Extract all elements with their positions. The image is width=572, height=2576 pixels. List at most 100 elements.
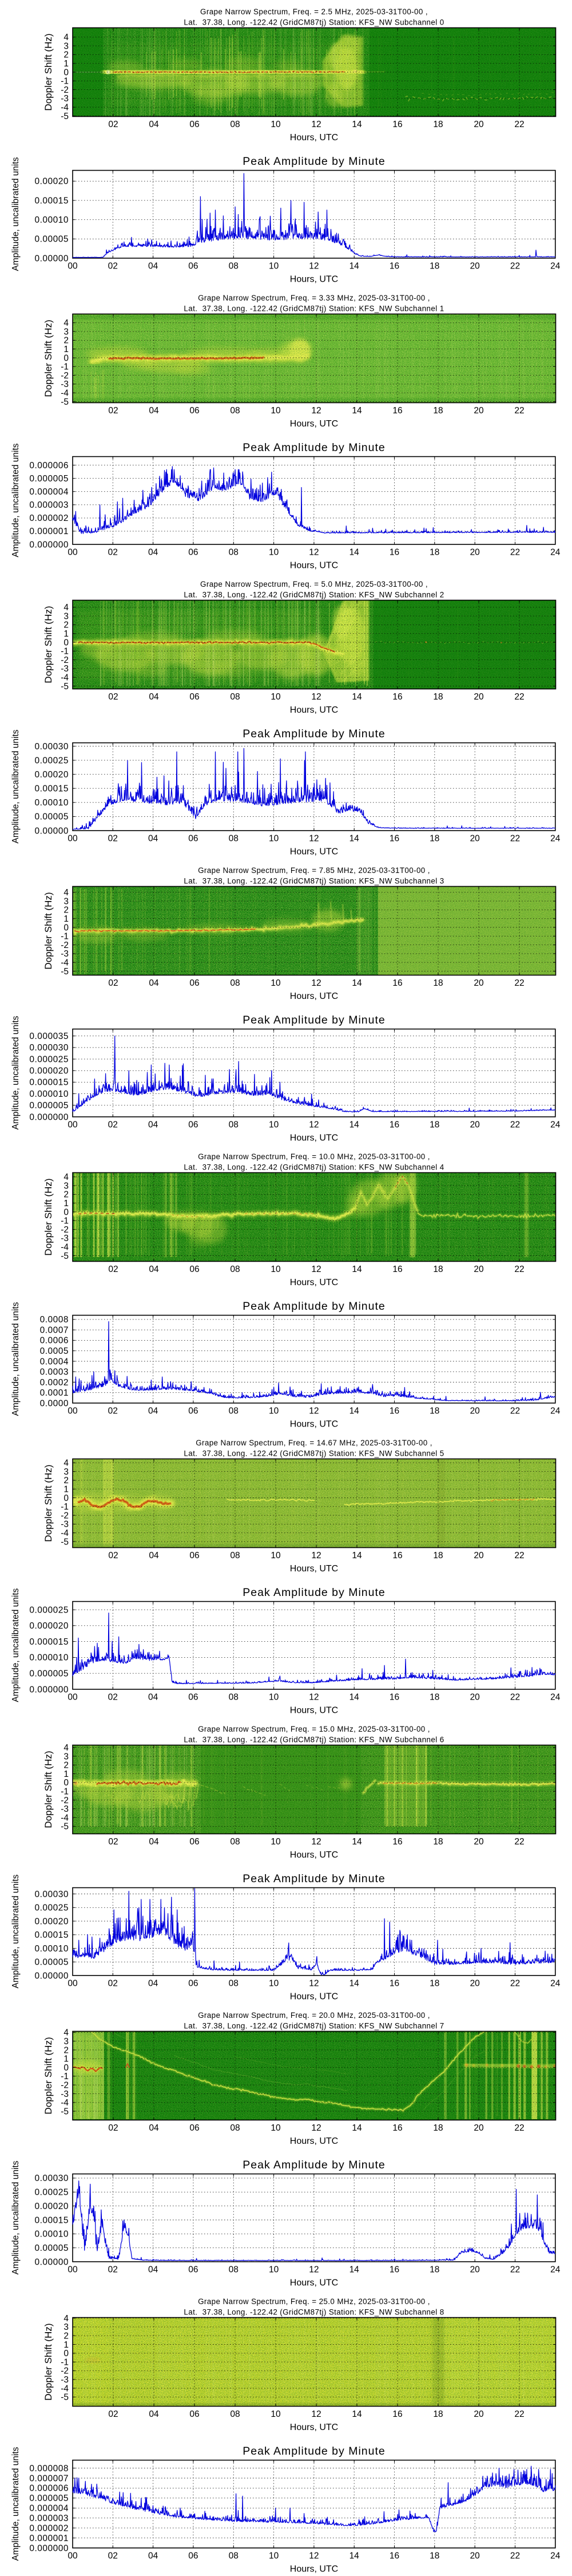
svg-text:22: 22 xyxy=(510,1979,520,1989)
svg-text:24: 24 xyxy=(550,1693,561,1702)
svg-text:0.00000: 0.00000 xyxy=(34,1971,69,1981)
svg-text:0: 0 xyxy=(63,1494,69,1503)
svg-text:0.000010: 0.000010 xyxy=(29,1089,69,1099)
svg-text:14: 14 xyxy=(352,2123,362,2133)
svg-text:08: 08 xyxy=(229,2551,239,2561)
svg-text:24: 24 xyxy=(550,262,561,271)
svg-text:22: 22 xyxy=(510,2265,520,2275)
svg-text:-4: -4 xyxy=(61,958,69,968)
svg-text:0.00030: 0.00030 xyxy=(34,1890,69,1899)
svg-text:14: 14 xyxy=(349,1979,360,1989)
svg-text:Peak Amplitude by Minute: Peak Amplitude by Minute xyxy=(243,155,385,168)
svg-text:Peak Amplitude by Minute: Peak Amplitude by Minute xyxy=(243,1586,385,1599)
svg-text:0.00000: 0.00000 xyxy=(34,2257,69,2267)
svg-text:04: 04 xyxy=(149,1837,159,1847)
svg-text:14: 14 xyxy=(352,406,362,416)
svg-text:06: 06 xyxy=(188,834,198,844)
svg-text:2: 2 xyxy=(63,621,69,630)
svg-text:24: 24 xyxy=(550,1120,561,1130)
svg-text:12: 12 xyxy=(309,1979,319,1989)
svg-text:18: 18 xyxy=(433,692,443,702)
svg-text:08: 08 xyxy=(229,2265,239,2275)
svg-text:-1: -1 xyxy=(61,932,69,942)
svg-text:Amplitude, uncalibrated units: Amplitude, uncalibrated units xyxy=(11,1302,21,1416)
svg-text:02: 02 xyxy=(108,1837,118,1847)
svg-text:Doppler Shift (Hz): Doppler Shift (Hz) xyxy=(43,892,54,969)
svg-text:22: 22 xyxy=(510,548,520,558)
svg-text:2: 2 xyxy=(63,50,69,60)
svg-text:Lat. 37.38, Long. -122.42 (Gr: Lat. 37.38, Long. -122.42 (GridCM87tj) S… xyxy=(184,1449,444,1458)
svg-text:10: 10 xyxy=(271,2123,281,2133)
svg-text:16: 16 xyxy=(392,406,402,416)
svg-text:0.00020: 0.00020 xyxy=(34,177,69,187)
svg-text:0.000000: 0.000000 xyxy=(29,2543,69,2553)
svg-text:06: 06 xyxy=(189,692,199,702)
svg-text:10: 10 xyxy=(271,1265,281,1274)
svg-text:06: 06 xyxy=(189,120,199,129)
svg-text:0.000004: 0.000004 xyxy=(29,487,69,497)
svg-text:0.00015: 0.00015 xyxy=(34,1930,69,1940)
svg-text:06: 06 xyxy=(188,1120,198,1130)
svg-text:1: 1 xyxy=(63,59,69,69)
svg-text:04: 04 xyxy=(148,2265,158,2275)
svg-text:06: 06 xyxy=(189,2409,199,2419)
svg-text:10: 10 xyxy=(271,120,281,129)
svg-text:Lat. 37.38, Long. -122.42 (Gr: Lat. 37.38, Long. -122.42 (GridCM87tj) S… xyxy=(184,2308,444,2317)
svg-text:0.00005: 0.00005 xyxy=(34,235,69,244)
svg-text:-3: -3 xyxy=(61,664,69,674)
svg-text:-2: -2 xyxy=(61,941,69,950)
svg-text:4: 4 xyxy=(63,1743,69,1753)
svg-text:02: 02 xyxy=(108,692,118,702)
svg-text:0.000001: 0.000001 xyxy=(29,2534,69,2543)
svg-text:00: 00 xyxy=(67,834,78,844)
svg-text:0.00025: 0.00025 xyxy=(34,1903,69,1913)
svg-text:Doppler Shift (Hz): Doppler Shift (Hz) xyxy=(43,319,54,397)
svg-text:Grape Narrow Spectrum, Freq. =: Grape Narrow Spectrum, Freq. = 10.0 MHz,… xyxy=(198,1152,430,1161)
svg-text:04: 04 xyxy=(149,978,159,988)
svg-text:02: 02 xyxy=(108,2123,118,2133)
svg-text:1: 1 xyxy=(63,2055,69,2064)
svg-text:Amplitude, uncalibrated units: Amplitude, uncalibrated units xyxy=(11,1016,21,1129)
svg-text:0.000000: 0.000000 xyxy=(29,540,69,550)
svg-text:2: 2 xyxy=(63,1190,69,1200)
svg-text:0: 0 xyxy=(63,1778,69,1788)
svg-text:20: 20 xyxy=(474,2123,484,2133)
svg-text:Doppler Shift (Hz): Doppler Shift (Hz) xyxy=(43,1178,54,1255)
svg-text:3: 3 xyxy=(63,327,69,337)
svg-text:16: 16 xyxy=(392,2409,402,2419)
svg-text:0.00005: 0.00005 xyxy=(34,1958,69,1967)
svg-text:Peak Amplitude by Minute: Peak Amplitude by Minute xyxy=(243,1300,385,1313)
svg-text:0.000020: 0.000020 xyxy=(29,1066,69,1076)
svg-text:20: 20 xyxy=(474,1265,484,1274)
svg-text:-1: -1 xyxy=(61,647,69,657)
svg-text:04: 04 xyxy=(148,1406,158,1416)
svg-text:14: 14 xyxy=(349,1693,360,1702)
svg-text:22: 22 xyxy=(510,1693,520,1702)
svg-text:02: 02 xyxy=(108,1265,118,1274)
svg-text:Doppler Shift (Hz): Doppler Shift (Hz) xyxy=(43,33,54,110)
svg-text:0.00030: 0.00030 xyxy=(34,2174,69,2183)
svg-text:-5: -5 xyxy=(61,967,69,977)
svg-text:20: 20 xyxy=(470,2265,480,2275)
svg-text:12: 12 xyxy=(309,834,319,844)
svg-text:-4: -4 xyxy=(61,389,69,398)
svg-text:0.00010: 0.00010 xyxy=(34,215,69,225)
svg-text:0.00030: 0.00030 xyxy=(34,742,69,752)
svg-text:04: 04 xyxy=(148,1120,158,1130)
svg-text:06: 06 xyxy=(189,2123,199,2133)
svg-text:20: 20 xyxy=(474,1837,484,1847)
svg-text:1: 1 xyxy=(63,1769,69,1779)
svg-text:18: 18 xyxy=(430,262,439,271)
svg-text:-1: -1 xyxy=(61,77,69,86)
svg-text:12: 12 xyxy=(311,1551,321,1560)
svg-text:-4: -4 xyxy=(61,103,69,113)
svg-text:0.000000: 0.000000 xyxy=(29,1685,69,1694)
svg-text:02: 02 xyxy=(108,1120,118,1130)
svg-text:-3: -3 xyxy=(61,94,69,104)
svg-text:16: 16 xyxy=(390,834,399,844)
svg-text:16: 16 xyxy=(390,1406,399,1416)
svg-text:06: 06 xyxy=(189,406,199,416)
svg-text:2: 2 xyxy=(63,336,69,346)
svg-text:04: 04 xyxy=(149,120,159,129)
svg-text:18: 18 xyxy=(433,2123,443,2133)
